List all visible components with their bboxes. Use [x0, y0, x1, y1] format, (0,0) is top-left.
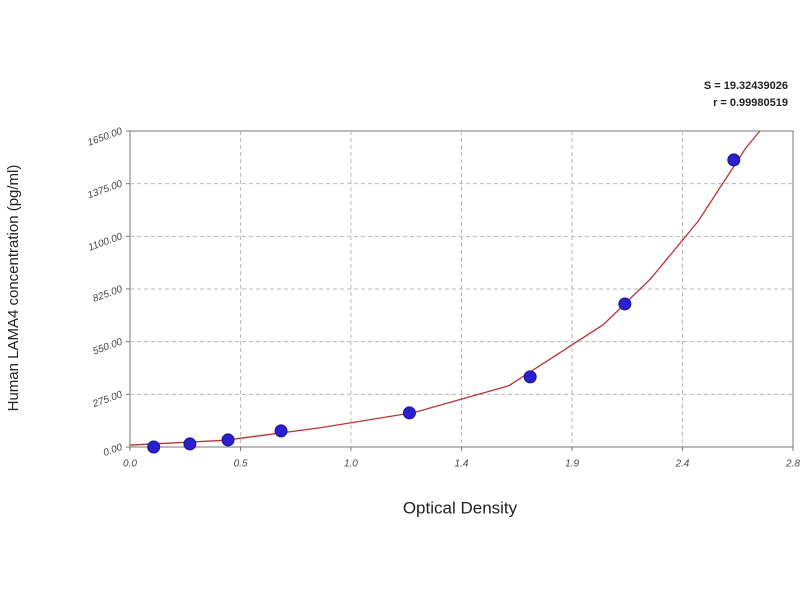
y-axis-label: Human LAMA4 concentration (pg/ml)	[5, 165, 22, 412]
y-tick-label: 1100.00	[87, 231, 124, 254]
y-tick-label: 550.00	[91, 336, 124, 357]
annotation: S = 19.32439026	[704, 80, 788, 92]
y-tick-label: 825.00	[91, 284, 124, 305]
data-point	[727, 153, 741, 167]
data-point	[147, 440, 161, 454]
data-point	[402, 406, 416, 420]
x-tick-label: 2.8	[785, 459, 800, 470]
y-tick-label: 0.00	[102, 442, 124, 459]
y-tick-label: 275.00	[90, 389, 124, 410]
data-point	[523, 370, 537, 384]
x-tick-label: 1.0	[344, 459, 358, 470]
x-axis-label: Optical Density	[403, 498, 518, 517]
data-point	[221, 433, 235, 447]
fit-curve	[130, 130, 761, 446]
x-tick-label: 2.4	[674, 459, 689, 470]
x-tick-label: 0.5	[234, 459, 248, 470]
x-tick-label: 1.9	[565, 459, 579, 470]
y-tick-label: 1650.00	[86, 126, 124, 149]
data-point	[183, 437, 197, 451]
y-tick-label: 1375.00	[86, 178, 124, 201]
data-point	[618, 297, 632, 311]
x-tick-label: 0.0	[123, 459, 137, 470]
x-tick-label: 1.4	[455, 459, 469, 470]
data-point	[274, 424, 288, 438]
annotation: r = 0.99980519	[713, 97, 788, 109]
